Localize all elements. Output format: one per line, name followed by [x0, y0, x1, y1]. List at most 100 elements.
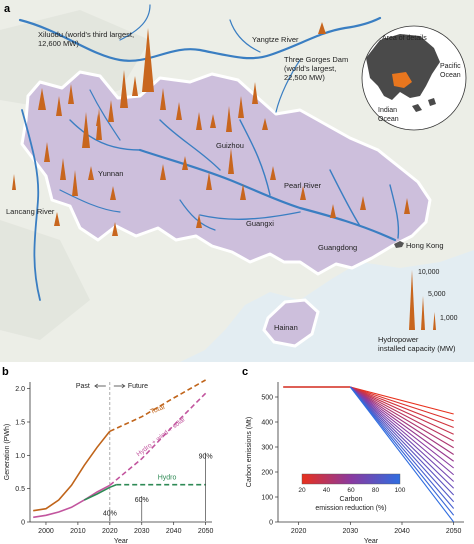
plot-b-series — [33, 379, 207, 519]
y-axis-label: Carbon emissions (Mt) — [246, 417, 253, 487]
y-tick-label: 300 — [261, 445, 273, 452]
colorbar-tick-label: 40 — [323, 487, 331, 494]
plot-c-axes: 2020 2030 2040 20500100200300400500YearCarb… — [246, 382, 464, 544]
colorbar-bar — [301, 473, 401, 485]
colorbar-title-line2: emission reduction (%) — [315, 505, 386, 512]
pacific-ocean-label: Pacific Ocean — [440, 63, 463, 79]
series-historical-hydro-wind-solar — [33, 484, 111, 519]
yangtze-river — [18, 16, 382, 62]
scenario-line-50 — [350, 386, 454, 455]
legend-value-10000: 10,000 — [418, 269, 440, 276]
legend-caption: Hydropower installed capacity (MW) — [378, 335, 456, 353]
y-tick-label: 0 — [21, 520, 25, 527]
x-axis-label: Year — [114, 538, 129, 544]
x-tick-label: 2030 — [134, 528, 150, 535]
x-tick-label: 2040 — [166, 528, 182, 535]
y-tick-label: 0.5 — [15, 486, 25, 493]
legend-value-1000: 1,000 — [440, 315, 458, 322]
y-tick-label: 500 — [261, 395, 273, 402]
legend-spike-1000 — [433, 312, 436, 330]
hong-kong-label: Hong Kong — [406, 241, 444, 250]
emissions-chart: c 2020 2030 2040 20500100200300400500YearCa… — [242, 366, 464, 544]
hong-kong-icon — [394, 241, 404, 248]
xiluodu-label: Xiluodu (world's third largest, 12,600 M… — [38, 30, 136, 48]
lancang-river-label: Lancang River — [6, 207, 55, 216]
y-tick-label: 200 — [261, 470, 273, 477]
y-axis-label: Generation (PWh) — [4, 424, 11, 480]
inset-locator-map: Area of details Pacific Ocean Indian Oce… — [361, 25, 467, 131]
future-label: Future — [128, 383, 148, 390]
three-gorges-label: Three Gorges Dam (world's largest, 22,50… — [284, 55, 350, 82]
lancang-river — [21, 109, 41, 301]
y-tick-label: 1.5 — [15, 420, 25, 427]
three-gorges-spike — [318, 22, 326, 34]
yangtze-river-label: Yangtze River — [252, 35, 299, 44]
series-projection-total — [109, 379, 206, 433]
guizhou-label: Guizhou — [216, 141, 244, 150]
y-tick-label: 0 — [269, 520, 273, 527]
pct-60-label: 60% — [135, 497, 149, 504]
colorbar-title-line1: Carbon — [340, 496, 363, 503]
panel-letter-a: a — [4, 3, 11, 15]
y-tick-label: 2.0 — [15, 386, 25, 393]
colorbar-tick-label: 80 — [372, 487, 380, 494]
inset-detail-area — [392, 72, 412, 88]
total-label: Total — [149, 404, 166, 416]
scenario-line-60 — [349, 386, 455, 469]
pct-40-label: 40% — [103, 510, 117, 517]
scenario-line-30 — [350, 386, 454, 429]
x-tick-label: 2050 — [198, 528, 214, 535]
past-label: Past — [76, 383, 90, 390]
x-tick-label: 2010 — [70, 528, 86, 535]
pearl-river-label: Pearl River — [284, 181, 322, 190]
indian-ocean-label: Indian Ocean — [378, 107, 399, 123]
scenario-line-75 — [349, 386, 455, 489]
scenario-line-90 — [349, 386, 455, 509]
xiluodu-spike — [142, 28, 154, 92]
yunnan-label: Yunnan — [98, 169, 123, 178]
scenario-line-20 — [350, 386, 454, 415]
capacity-legend: 10,000 5,000 1,000 Hydropower installed … — [378, 269, 458, 353]
scenario-line-40 — [350, 386, 454, 442]
x-tick-label: 2020 — [102, 528, 118, 535]
legend-value-5000: 5,000 — [428, 291, 446, 298]
x-axis-label: Year — [364, 538, 379, 544]
plot-b-axes: 2000 2010 2020 2030 2040 2050 0 0.5 1.0 1.5 2.0 Yea… — [4, 382, 214, 544]
future-arrow — [113, 383, 126, 389]
scenario-line-35 — [350, 386, 454, 435]
area-of-details-label: Area of details — [382, 35, 427, 42]
generation-chart: b 2000 2010 2020 2030 2040 2050 0 0.5 1.0 1.5 2.0 Y… — [2, 366, 214, 544]
hainan-label: Hainan — [274, 323, 298, 332]
scenario-line-100 — [349, 386, 455, 523]
hydropower-spikes — [12, 22, 410, 236]
scenario-line-25 — [350, 386, 454, 422]
guangxi-label: Guangxi — [246, 219, 274, 228]
series-historical-hydro — [83, 483, 117, 501]
x-tick-label: 2020 — [291, 528, 307, 535]
scenario-line-55 — [350, 386, 454, 462]
guangdong-label: Guangdong — [318, 243, 357, 252]
past-arrow — [94, 383, 106, 389]
legend-spike-5000 — [421, 296, 425, 330]
y-tick-label: 100 — [261, 495, 273, 502]
inset-asia-land — [366, 34, 440, 100]
scenario-line-85 — [349, 386, 455, 503]
scenario-line-70 — [349, 386, 455, 482]
series-historical-total — [33, 430, 111, 512]
legend-spike-10000 — [409, 270, 415, 330]
panel-letter-b: b — [2, 366, 9, 378]
hydro-label: Hydro — [158, 474, 177, 481]
x-tick-label: 2050 — [446, 528, 462, 535]
panel-letter-c: c — [242, 366, 248, 378]
colorbar-tick-label: 20 — [298, 487, 306, 494]
hydro-wind-solar-label: Hydro + wind + solar — [135, 416, 187, 459]
scenario-line-45 — [350, 386, 454, 449]
plot-c-series — [283, 386, 455, 523]
scenario-line-80 — [349, 386, 455, 496]
x-tick-label: 2030 — [343, 528, 359, 535]
pct-90-label: 90% — [199, 454, 213, 461]
scenario-line-65 — [349, 386, 455, 476]
scenario-line-95 — [349, 386, 455, 516]
plot-c-colorbar: 20 40 60 80 100 Carbon emission reduction (%) — [298, 473, 406, 512]
